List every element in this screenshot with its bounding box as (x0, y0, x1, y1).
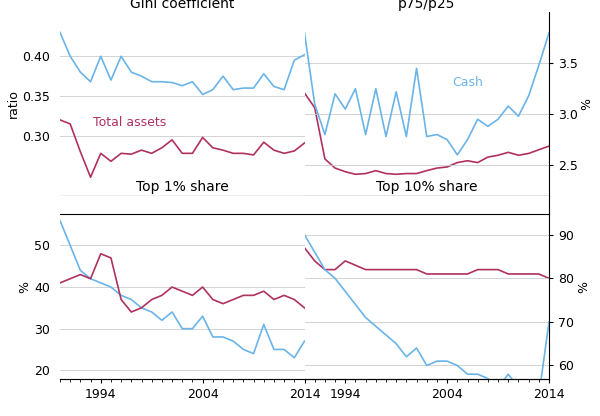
Title: Gini coefficient: Gini coefficient (130, 0, 235, 11)
Text: Total assets: Total assets (92, 116, 166, 129)
Y-axis label: ratio: ratio (7, 89, 20, 119)
Y-axis label: %: % (581, 98, 593, 110)
Title: p75/p25: p75/p25 (398, 0, 455, 11)
Text: Cash: Cash (452, 76, 483, 89)
Y-axis label: %: % (577, 281, 590, 293)
Title: Top 10% share: Top 10% share (376, 181, 478, 194)
Y-axis label: %: % (19, 281, 32, 293)
Title: Top 1% share: Top 1% share (136, 181, 229, 194)
